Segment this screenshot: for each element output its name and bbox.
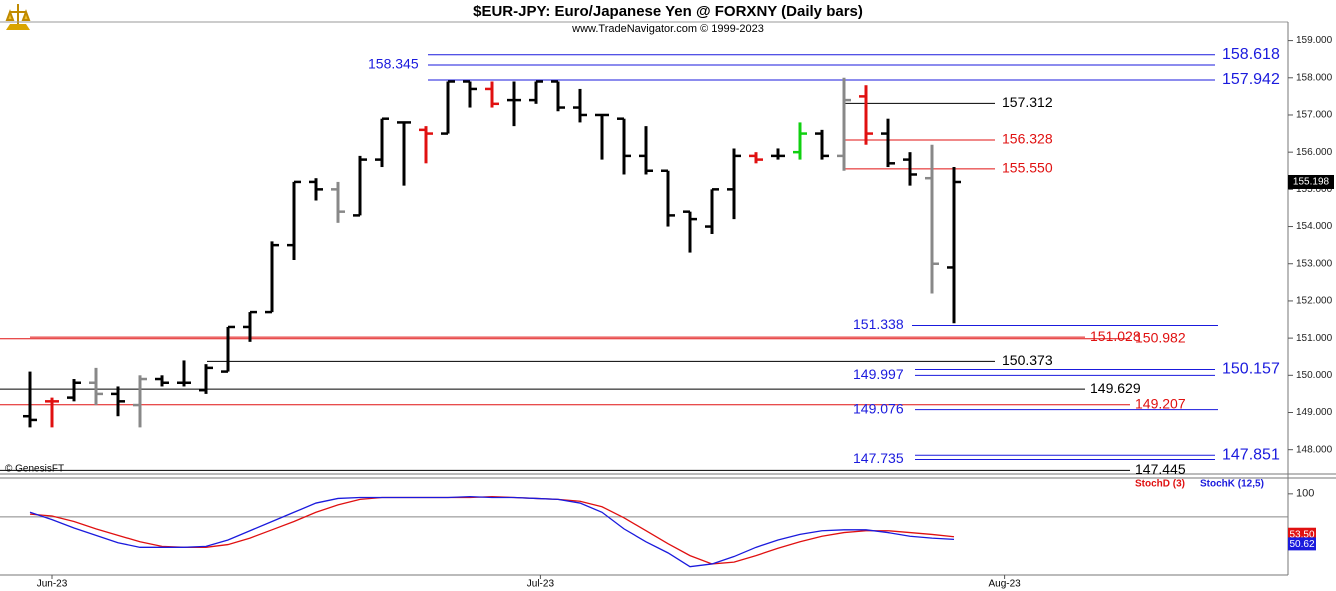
y-tick-label: 100: [1296, 488, 1314, 500]
y-tick-label: 149.000: [1296, 407, 1333, 418]
level-label: 151.338: [853, 316, 904, 332]
level-label: 149.997: [853, 366, 904, 382]
watermark: © GenesisFT: [5, 464, 64, 475]
last-value-label: 50.62: [1289, 539, 1314, 550]
y-tick-label: 156.000: [1296, 147, 1333, 158]
y-tick-label: 150.000: [1296, 370, 1333, 381]
level-label: 149.076: [853, 400, 904, 416]
x-tick-label: Jun-23: [37, 579, 68, 590]
y-tick-label: 158.000: [1296, 72, 1333, 83]
y-tick-label: 155.000: [1296, 184, 1333, 195]
y-tick-label: 152.000: [1296, 296, 1333, 307]
last-price-box: [1288, 174, 1334, 189]
last-value-label: 53.50: [1289, 529, 1314, 540]
level-label: 150.157: [1222, 361, 1280, 378]
level-label: 149.629: [1090, 380, 1141, 396]
legend-entry: StochD (3): [1135, 479, 1185, 490]
level-label: 156.328: [1002, 131, 1053, 147]
chart-title: $EUR-JPY: Euro/Japanese Yen @ FORXNY (Da…: [473, 3, 863, 20]
level-label: 157.312: [1002, 94, 1053, 110]
subtitle: www.TradeNavigator.com © 1999-2023: [571, 23, 764, 35]
x-tick-label: Aug-23: [988, 579, 1021, 590]
level-label: 150.982: [1135, 329, 1186, 345]
level-label: 149.207: [1135, 396, 1186, 412]
y-tick-label: 151.000: [1296, 333, 1333, 344]
last-value-box: [1288, 537, 1316, 551]
y-tick-label: 148.000: [1296, 444, 1333, 455]
y-tick-label: 153.000: [1296, 258, 1333, 269]
last-price-label: 155.198: [1293, 177, 1330, 188]
level-label: 147.851: [1222, 446, 1280, 463]
y-tick-label: 157.000: [1296, 110, 1333, 121]
logo: [5, 4, 31, 30]
level-label: 147.445: [1135, 461, 1186, 477]
level-label: 158.345: [368, 56, 419, 72]
level-label: 158.618: [1222, 46, 1280, 63]
x-tick-label: Jul-23: [527, 579, 555, 590]
level-label: 151.028: [1090, 328, 1141, 344]
level-label: 155.550: [1002, 160, 1053, 176]
level-label: 150.373: [1002, 352, 1053, 368]
level-label: 157.942: [1222, 71, 1280, 88]
y-tick-label: 159.000: [1296, 35, 1333, 46]
y-tick-label: 154.000: [1296, 221, 1333, 232]
level-label: 147.735: [853, 450, 904, 466]
legend-entry: StochK (12,5): [1200, 479, 1264, 490]
stoch-line: [29, 495, 955, 568]
